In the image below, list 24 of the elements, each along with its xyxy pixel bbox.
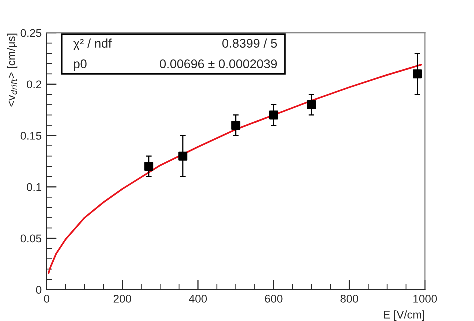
x-axis-title: E [V/cm] [384,310,424,321]
point [232,121,241,130]
point [413,70,422,79]
x-tick-label: 1000 [414,295,438,303]
y-tick-label: 0.05 [20,234,42,243]
annotation: 0.00696 ± 0.0002039 [160,60,278,69]
y-tick-label: 0.1 [27,183,42,192]
point [178,152,188,161]
x-tick-label: 0 [44,295,50,303]
x-tick-label: 400 [189,295,208,303]
annotation: p0 [74,60,87,71]
y-tick-label: 0.25 [20,29,42,38]
point [307,100,316,110]
y-tick-label: 0 [36,286,42,294]
x-tick-label: 200 [114,295,132,303]
annotation: 0.8399 / 5 [222,38,278,48]
point [269,110,278,120]
x-tick-label: 800 [340,295,358,303]
y-tick-label: 0.2 [27,80,42,89]
x-tick-label: 600 [265,295,283,303]
point [144,162,154,172]
y-tick-label: 0.15 [20,132,42,140]
y-axis-title: <v$_{drift}$> [cm/μs] [7,34,18,107]
annotation: χ² / ndf [74,38,112,50]
